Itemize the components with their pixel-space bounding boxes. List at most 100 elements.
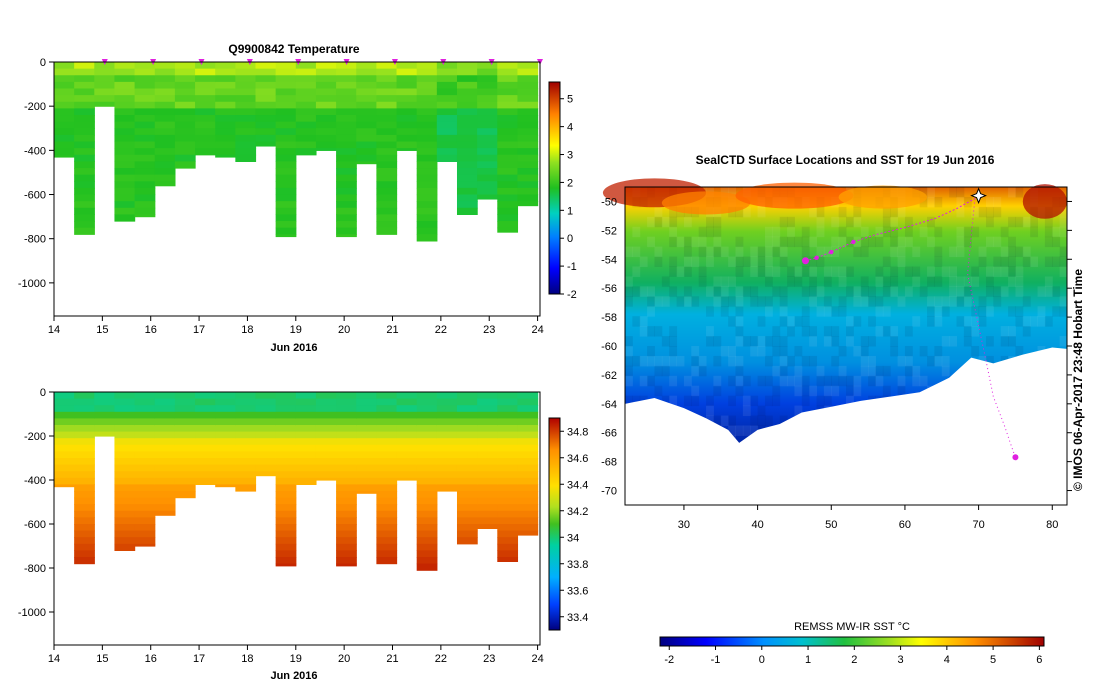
profile-cell [497,444,519,452]
profile-cell [497,451,519,459]
profile-cell [517,181,539,189]
profile-cell [195,121,216,129]
profile-cell [517,418,539,426]
sst-texture-cell [1008,266,1016,277]
profile-column [497,392,519,562]
colorbar-tick-label: 34.6 [567,453,588,465]
sst-texture-cell [757,206,766,218]
profile-cell [235,154,257,162]
profile-cell [497,458,519,466]
profile-cell [215,75,236,83]
profile-cell [497,194,519,202]
profile-cell [336,438,357,446]
colorbar-tick-label: 1 [567,205,573,217]
sst-texture-cell [912,365,921,377]
profile-cell [416,128,438,136]
sst-texture-cell [941,336,950,347]
profile-cell [195,471,216,479]
sst-texture-cell [985,276,994,287]
profile-cell [477,121,498,129]
profile-cell [255,431,277,439]
profile-cell [456,398,478,406]
profile-cell [315,128,337,136]
sst-texture-cell [956,276,965,287]
profile-cell [255,128,277,136]
sst-texture-cell [853,316,862,327]
sst-texture-cell [978,296,987,307]
sst-texture-cell [860,346,869,357]
profile-cell [416,458,438,466]
profile-cell [54,405,75,413]
profile-cell [477,134,498,143]
sst-texture-cell [779,296,788,307]
sst-texture-cell [846,286,854,297]
profile-cell [336,524,357,532]
profile-cell [517,128,539,136]
profile-cell [235,115,257,123]
sst-texture-cell [750,286,759,297]
profile-cell [416,141,438,149]
profile-cell [154,418,176,426]
profile-cell [94,81,116,90]
profile-cell [54,75,75,83]
y-tick-label: -1000 [18,607,46,619]
sst-texture-cell [949,187,957,198]
profile-cell [54,141,75,149]
profile-cell [134,510,156,518]
profile-cell [114,471,136,479]
sst-texture-cell [1037,316,1046,327]
profile-cell [74,458,95,466]
profile-cell [74,115,95,123]
profile-cell [134,438,156,446]
profile-cell [295,121,317,129]
profile-cell [376,543,398,551]
profile-cell [356,405,377,413]
profile-cell [235,451,257,459]
profile-cell [497,68,519,76]
sst-texture-cell [1044,286,1053,297]
profile-cell [336,154,357,162]
sst-texture-cell [993,266,1002,277]
profile-cell [356,88,377,96]
sst-texture-cell [676,266,685,277]
profile-cell [315,398,337,406]
warm-sst-patch [735,182,854,209]
profile-cell [315,464,337,472]
sst-texture-cell [720,415,729,426]
profile-cell [517,477,539,485]
profile-cell [477,81,498,90]
sst-texture-cell [654,296,663,307]
profile-cell [114,101,136,109]
profile-cell [456,458,478,466]
profile-cell [396,444,418,452]
profile-cell [295,431,317,439]
sst-texture-cell [625,246,633,258]
sst-texture-cell [735,266,744,277]
sst-texture-cell [757,336,766,347]
sst-texture-cell [927,355,935,367]
profile-cell [74,75,95,83]
sst-texture-cell [956,316,965,327]
profile-cell [54,464,75,472]
sst-texture-cell [1022,256,1031,267]
map-y-tick-label: -64 [601,399,617,411]
profile-cell [416,194,438,202]
profile-cell [74,444,95,452]
profile-cell [416,227,438,235]
sst-texture-cell [927,276,935,287]
sst-map-panel: SealCTD Surface Locations and SST for 19… [601,153,1085,666]
profile-cell [376,471,398,479]
sst-texture-cell [757,415,766,426]
sst-texture-cell [809,385,818,397]
seal-surface-location [814,255,819,261]
profile-cell [396,101,418,109]
profile-cell [215,458,236,466]
sst-texture-cell [742,286,751,297]
profile-cell [275,168,297,176]
profile-cell [74,227,95,235]
profile-cell [195,398,216,406]
sst-texture-cell [934,296,943,307]
profile-cell [74,214,95,222]
sst-texture-cell [1044,226,1053,238]
